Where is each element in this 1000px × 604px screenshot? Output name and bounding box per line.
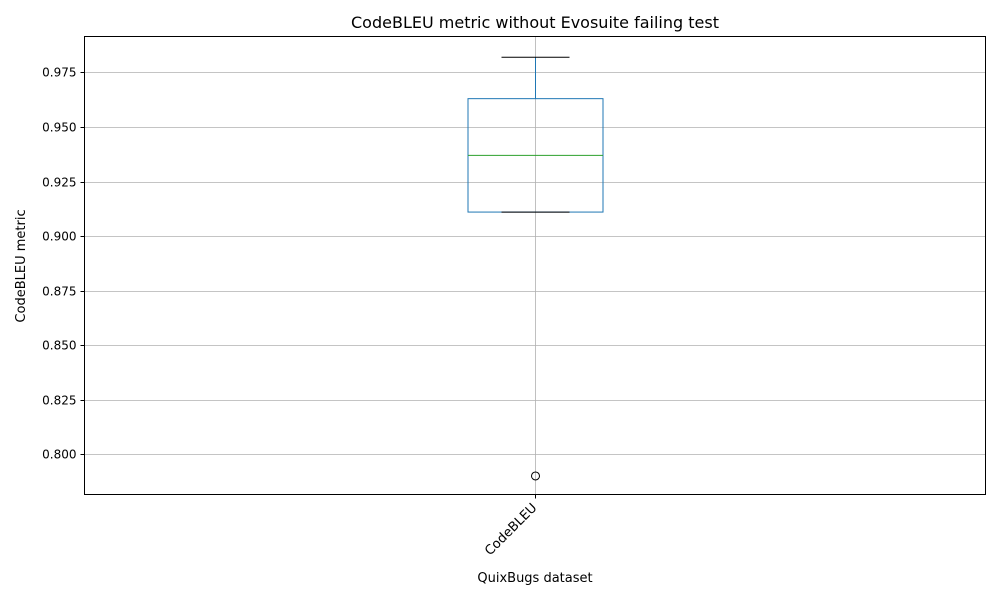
- x-tick-label: CodeBLEU: [482, 501, 540, 559]
- chart-title: CodeBLEU metric without Evosuite failing…: [351, 13, 719, 32]
- y-tick-label: 0.875: [42, 285, 76, 299]
- y-tick-label: 0.850: [42, 339, 76, 353]
- y-tick-label: 0.950: [42, 121, 76, 135]
- outlier-point: [531, 471, 540, 481]
- x-axis-ticks: CodeBLEU: [482, 494, 540, 559]
- y-tick-label: 0.800: [42, 448, 76, 462]
- plot-area-frame: [84, 36, 986, 495]
- y-tick-label: 0.975: [42, 66, 76, 80]
- y-axis-label: CodeBLEU metric: [14, 209, 29, 322]
- y-axis-ticks: 0.800 0.825 0.850 0.875 0.900 0.925 0.950 0.975: [42, 66, 85, 462]
- y-tick-label: 0.925: [42, 176, 76, 190]
- y-tick-label: 0.900: [42, 230, 76, 244]
- grid-layer: [84, 36, 986, 495]
- x-axis-label: QuixBugs dataset: [477, 571, 592, 586]
- box-layer: [467, 56, 604, 481]
- y-tick-label: 0.825: [42, 394, 76, 408]
